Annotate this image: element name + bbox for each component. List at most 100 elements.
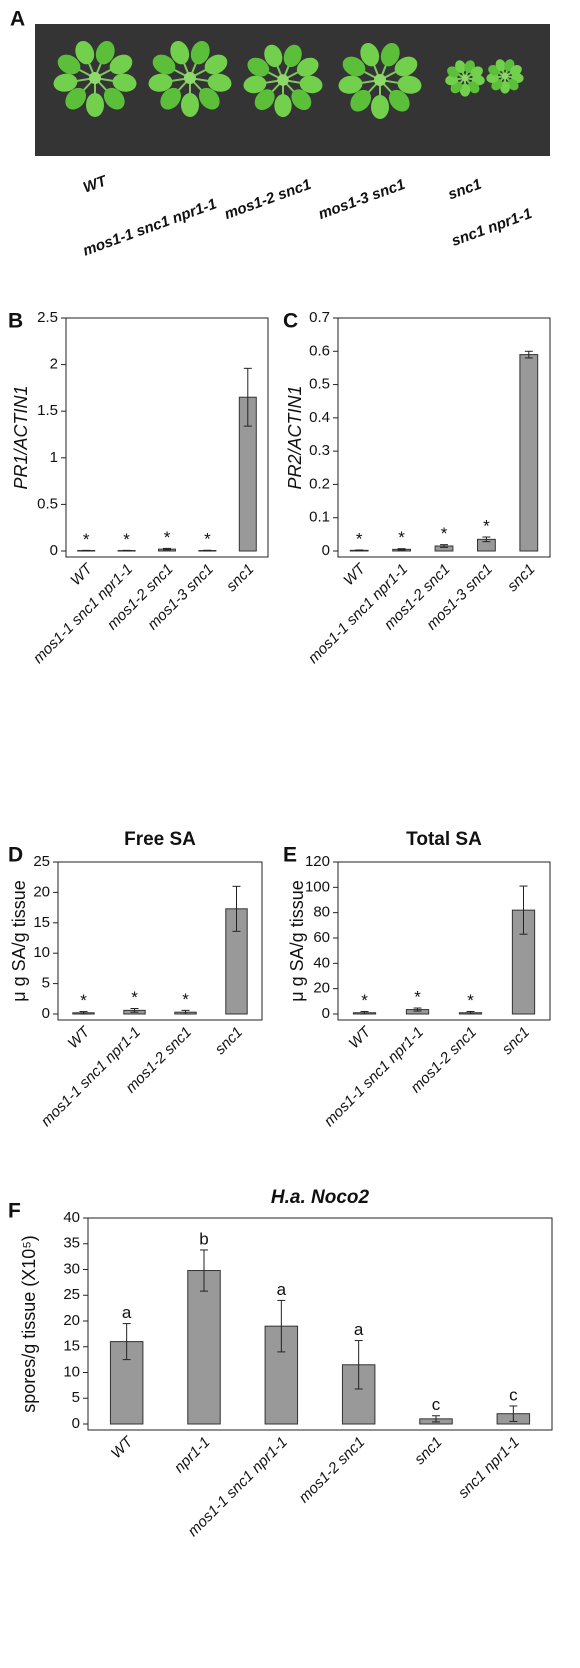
y-tick-label: 2.5: [37, 309, 58, 326]
error-bar: [354, 1340, 363, 1390]
rosette-center: [89, 72, 101, 84]
rosette-center: [277, 74, 289, 86]
genotype-label: mos1-2 snc1: [222, 176, 313, 223]
y-tick-label: 20: [63, 1312, 80, 1329]
y-tick-label: 0.4: [309, 409, 330, 426]
leaf: [500, 81, 510, 94]
y-tick-label: 1: [50, 449, 58, 466]
leaf: [470, 66, 483, 78]
annotation: *: [414, 988, 421, 1007]
y-tick-label: 30: [63, 1260, 80, 1277]
leaf: [204, 54, 228, 75]
annotation: *: [182, 990, 189, 1009]
y-tick-label: 1.5: [37, 402, 58, 419]
genotype-label: mos1-1 snc1 npr1-1: [81, 195, 219, 259]
y-tick-label: 40: [313, 954, 330, 971]
rosette-center: [184, 72, 196, 84]
annotation: *: [467, 991, 474, 1010]
x-tick-label: WT: [346, 1022, 376, 1052]
x-tick-label: WT: [65, 1022, 95, 1052]
genotype-label: mos1-3 snc1: [316, 176, 407, 223]
annotation: *: [361, 991, 368, 1010]
rosette-center: [461, 74, 469, 82]
leaf: [148, 73, 173, 92]
y-tick-label: 25: [33, 853, 50, 870]
annotation: *: [356, 529, 363, 548]
chart-title: H.a. Noco2: [271, 1187, 370, 1208]
leaf: [467, 81, 480, 94]
error-bar: [524, 350, 533, 359]
y-tick-label: 0: [50, 542, 58, 559]
annotation: *: [131, 988, 138, 1007]
y-axis-label: μ g SA/g tissue: [9, 880, 29, 1001]
rosette-center: [374, 74, 386, 86]
y-axis-label: PR2/ACTIN1: [285, 385, 305, 489]
error-bar: [519, 885, 528, 935]
chart-title: Total SA: [406, 829, 482, 850]
x-tick-label: snc1 npr1-1: [455, 1434, 523, 1502]
leaf: [274, 94, 292, 118]
annotation: *: [441, 524, 448, 543]
y-tick-label: 0.5: [309, 376, 330, 393]
y-tick-label: 0.1: [309, 509, 330, 526]
panel-letter: B: [8, 310, 23, 333]
y-axis-label: PR1/ACTIN1: [11, 385, 31, 489]
leaf: [380, 42, 400, 67]
leaf: [338, 75, 363, 94]
plot-frame: [65, 317, 269, 558]
x-tick-label: WT: [67, 559, 97, 589]
panel-letter: A: [10, 8, 25, 31]
error-bar: [203, 549, 212, 552]
leaf: [350, 89, 372, 112]
error-bar: [163, 547, 171, 551]
annotation: a: [277, 1280, 287, 1299]
x-tick-label: WT: [108, 1432, 138, 1462]
plants: [53, 40, 524, 119]
y-tick-label: 10: [33, 944, 50, 961]
leaf: [190, 40, 210, 65]
leaf: [510, 65, 522, 76]
x-tick-label: snc1: [504, 561, 538, 595]
bar: [187, 1270, 221, 1425]
leaf: [109, 54, 133, 75]
y-tick-label: 0: [322, 1005, 330, 1022]
annotation: c: [509, 1385, 518, 1404]
annotation: *: [83, 530, 90, 549]
leaf: [198, 87, 220, 110]
leaf: [95, 40, 115, 65]
annotation: *: [123, 530, 130, 549]
annotation: a: [354, 1320, 364, 1339]
x-tick-label: mos1-2 snc1: [296, 1434, 369, 1507]
bar: [519, 354, 539, 552]
genotype-label: WT: [81, 172, 110, 197]
error-bar: [413, 1007, 422, 1012]
leaf: [495, 59, 506, 72]
annotation: *: [164, 528, 171, 547]
x-tick-label: snc1: [499, 1024, 533, 1058]
error-bar: [122, 1323, 131, 1361]
error-bar: [509, 1405, 518, 1422]
leaf: [152, 54, 176, 75]
leaf: [296, 57, 319, 77]
leaf: [247, 57, 270, 77]
y-tick-label: 40: [63, 1209, 80, 1226]
error-bar: [243, 367, 252, 427]
error-bar: [232, 885, 241, 932]
leaf: [388, 89, 410, 112]
x-tick-label: mos1-1 snc1 npr1-1: [38, 1024, 144, 1130]
leaf: [455, 60, 466, 73]
annotation: *: [204, 530, 211, 549]
y-tick-label: 0.6: [309, 342, 330, 359]
leaf: [254, 89, 275, 111]
y-tick-label: 120: [305, 853, 330, 870]
leaf: [103, 87, 125, 110]
rosette-center: [501, 72, 509, 80]
x-tick-label: snc1: [212, 1024, 246, 1058]
error-bar: [200, 1249, 208, 1292]
x-tick-label: npr1-1: [171, 1434, 214, 1477]
leaf: [243, 75, 267, 94]
y-tick-label: 80: [313, 904, 330, 921]
y-tick-label: 35: [63, 1235, 80, 1252]
error-bar: [466, 1010, 475, 1015]
